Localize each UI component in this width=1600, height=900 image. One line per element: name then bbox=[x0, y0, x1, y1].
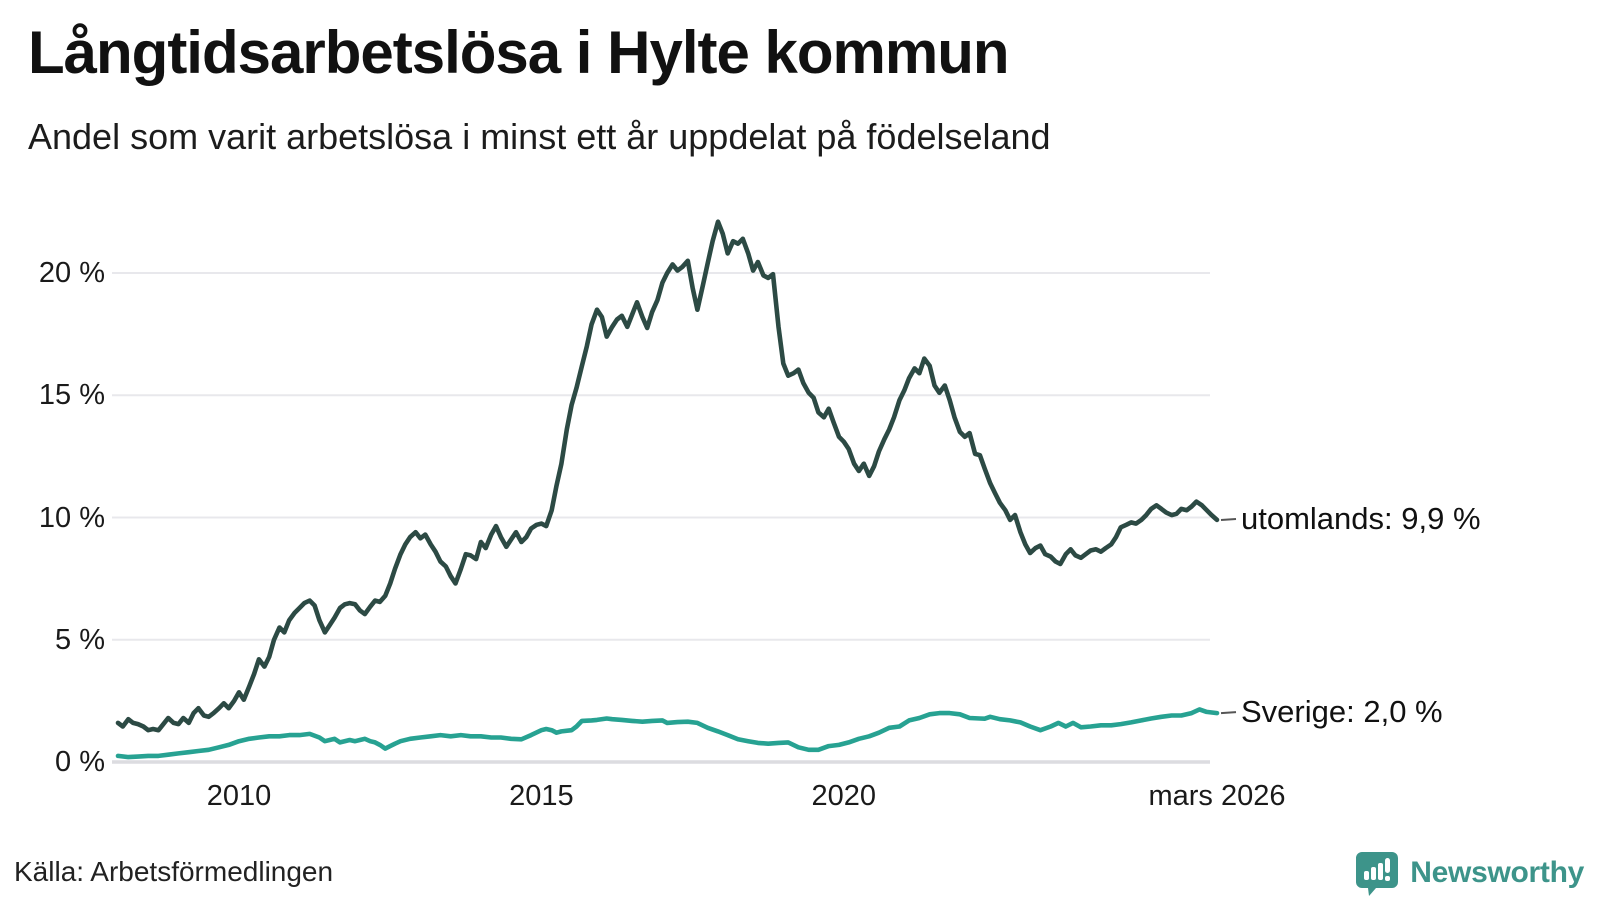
y-tick-5: 5 % bbox=[55, 623, 105, 656]
y-tick-20: 20 % bbox=[38, 257, 105, 289]
x-tick-2010: 2010 bbox=[206, 780, 272, 812]
series-line-utomlands bbox=[115, 219, 1220, 733]
page-title: Långtidsarbetslösa i Hylte kommun bbox=[28, 19, 1010, 86]
series-label-Sverige: Sverige: 2,0 % bbox=[1241, 694, 1443, 730]
newsworthy-logo: Newsworthy bbox=[1354, 850, 1584, 896]
series-label-utomlands: utomlands: 9,9 % bbox=[1241, 500, 1481, 536]
x-tick-mars-2026: mars 2026 bbox=[1148, 780, 1286, 812]
y-tick-10: 10 % bbox=[38, 501, 105, 534]
label-connector-utomlands bbox=[1220, 517, 1237, 521]
series-line-Sverige bbox=[115, 707, 1220, 760]
x-tick-2015: 2015 bbox=[509, 780, 574, 812]
y-tick-15: 15 % bbox=[38, 379, 105, 412]
source-note: Källa: Arbetsförmedlingen bbox=[14, 856, 334, 887]
label-connector-Sverige bbox=[1220, 711, 1237, 715]
x-tick-2020: 2020 bbox=[811, 780, 877, 812]
page-subtitle: Andel som varit arbetslösa i minst ett å… bbox=[28, 116, 1051, 157]
y-tick-0: 0 % bbox=[55, 746, 105, 778]
newsworthy-bubble-icon bbox=[1356, 852, 1399, 896]
newsworthy-wordmark: Newsworthy bbox=[1410, 856, 1584, 889]
